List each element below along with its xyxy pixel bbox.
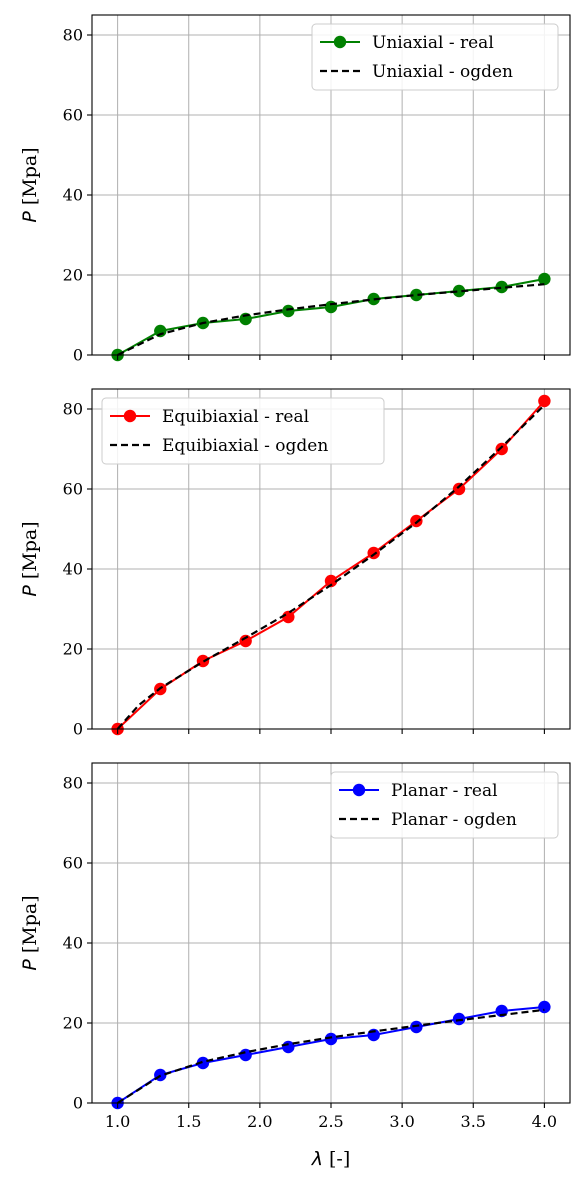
y-tick-label: 80 <box>63 26 83 45</box>
series-line-2 <box>117 1008 545 1104</box>
y-tick-label: 80 <box>63 774 83 793</box>
legend-box <box>311 23 559 91</box>
y-axis-label: P [Mpa] <box>19 895 41 970</box>
data-point <box>367 546 380 560</box>
y-tick-label: 0 <box>73 1094 83 1113</box>
x-axis-label: λ [-] <box>311 1148 351 1170</box>
legend-label: Uniaxial - ogden <box>372 62 513 82</box>
legend-label: Planar - ogden <box>391 810 517 830</box>
legend: Planar - real Planar - ogden <box>330 771 559 839</box>
x-tick-label: 1.0 <box>105 1112 130 1131</box>
data-point <box>410 288 423 302</box>
data-point <box>196 1056 210 1070</box>
y-tick-label: 80 <box>63 400 83 419</box>
x-tick-label: 2.0 <box>247 1112 272 1131</box>
data-point <box>410 1020 423 1034</box>
y-tick-label: 20 <box>63 266 83 285</box>
y-axis-unit: [Mpa] <box>19 147 41 211</box>
x-tick-label: 2.5 <box>318 1112 343 1131</box>
data-point <box>282 304 295 318</box>
y-axis-symbol: P <box>19 211 41 223</box>
legend-marker <box>333 35 347 49</box>
data-point <box>410 514 423 528</box>
data-point <box>452 482 466 496</box>
y-tick-label: 0 <box>73 346 83 365</box>
legend-box <box>101 397 385 465</box>
y-axis-unit: [Mpa] <box>19 521 41 585</box>
y-tick-label: 60 <box>63 854 83 873</box>
y-tick-label: 40 <box>63 934 83 953</box>
data-point <box>239 634 252 648</box>
y-axis-label: P [Mpa] <box>19 147 41 222</box>
y-tick-label: 0 <box>73 720 83 739</box>
data-point <box>538 1000 551 1014</box>
data-point <box>495 442 508 456</box>
y-axis-unit: [Mpa] <box>19 895 41 959</box>
legend-label: Planar - real <box>391 781 498 801</box>
y-axis-symbol: P <box>19 585 41 597</box>
legend-box <box>330 771 559 839</box>
legend-label: Equibiaxial - real <box>162 407 309 427</box>
legend-label: Uniaxial - real <box>372 33 494 53</box>
data-point <box>324 574 338 588</box>
series-line-2 <box>116 404 546 730</box>
data-point <box>452 284 466 298</box>
y-tick-label: 20 <box>63 1014 83 1033</box>
data-point <box>538 394 551 408</box>
x-tick-label: 3.0 <box>389 1112 414 1131</box>
legend: Uniaxial - real Uniaxial - ogden <box>311 23 559 91</box>
data-point <box>282 610 295 624</box>
series-line-2 <box>117 283 545 356</box>
legend-marker <box>352 783 366 797</box>
x-tick-label: 4.0 <box>532 1112 557 1131</box>
x-axis-symbol: λ <box>311 1148 323 1170</box>
legend-label: Equibiaxial - ogden <box>162 436 328 456</box>
y-tick-label: 40 <box>63 186 83 205</box>
data-point <box>324 1032 338 1046</box>
y-axis-label: P [Mpa] <box>19 521 41 596</box>
y-axis-symbol: P <box>19 959 41 971</box>
data-point <box>495 280 508 294</box>
x-axis-unit: [-] <box>323 1148 350 1170</box>
y-tick-label: 20 <box>63 640 83 659</box>
data-point <box>452 1012 466 1026</box>
data-point <box>538 272 551 286</box>
y-tick-label: 60 <box>63 480 83 499</box>
legend-marker <box>123 409 137 423</box>
panel-3: 0 20 40 60 80 1.0 1.5 2.0 2.5 3.0 3.5 4.0 P [Mpa] λ [… <box>19 762 571 1170</box>
y-tick-label: 60 <box>63 106 83 125</box>
legend: Equibiaxial - real Equibiaxial - ogden <box>101 397 385 465</box>
x-tick-label: 1.5 <box>176 1112 201 1131</box>
y-tick-label: 40 <box>63 560 83 579</box>
x-tick-label: 3.5 <box>461 1112 486 1131</box>
